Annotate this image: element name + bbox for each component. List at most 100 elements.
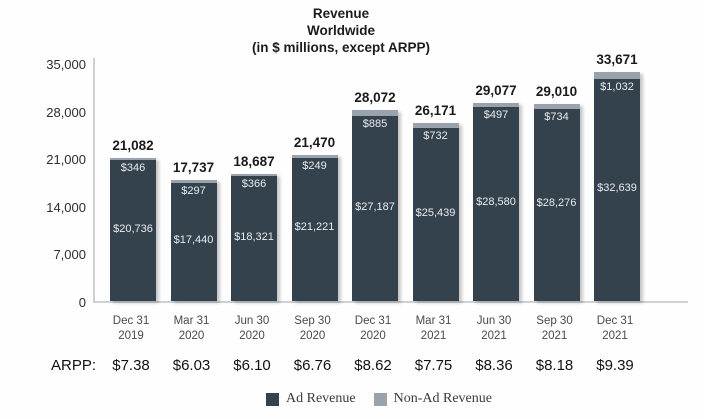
x-tick-label: Mar 31 2021 xyxy=(416,314,452,344)
total-value-label: 28,072 xyxy=(354,90,396,106)
x-tick-label: Jun 30 2020 xyxy=(235,314,270,344)
nonad-revenue-segment xyxy=(594,72,640,80)
x-tick-label: Sep 30 2020 xyxy=(294,314,330,344)
ad-revenue-segment xyxy=(231,176,277,301)
nonad-revenue-segment xyxy=(412,123,459,129)
nonad-value-label: $734 xyxy=(544,110,569,123)
x-tick-label: Mar 31 2020 xyxy=(174,314,210,344)
ad-revenue-segment xyxy=(533,108,580,301)
y-tick-label: 28,000 xyxy=(46,104,86,120)
x-tick-label-line: Sep 30 xyxy=(294,315,331,327)
revenue-bar: 28,072 $885 $27,187 xyxy=(352,90,398,301)
arpp-value: $8.62 xyxy=(354,357,392,374)
nonad-value-label: $346 xyxy=(120,162,146,175)
arpp-value: $9.39 xyxy=(596,357,634,374)
chart-title-line2: Worldwide xyxy=(306,23,375,38)
revenue-bar: 33,671 $1,032 $32,639 xyxy=(594,52,640,301)
nonad-value-label: $732 xyxy=(423,130,448,143)
total-value-label: 29,077 xyxy=(475,83,517,99)
ad-revenue-segment xyxy=(170,182,217,301)
y-tick-label: 7,000 xyxy=(53,247,86,263)
nonad-value-label: $497 xyxy=(483,108,509,121)
total-value-label: 29,010 xyxy=(535,83,578,99)
x-tick-label-line: Dec 31 xyxy=(112,315,150,327)
arpp-value: $6.03 xyxy=(172,357,211,374)
total-value-label: 26,171 xyxy=(414,103,457,119)
nonad-revenue-segment xyxy=(352,110,398,117)
nonad-revenue-segment xyxy=(170,180,217,183)
legend-item-ad-revenue: Ad Revenue xyxy=(266,391,356,407)
total-value-label: 21,470 xyxy=(293,135,336,151)
x-tick-label-line: Jun 30 xyxy=(476,315,512,327)
total-value-label: 18,687 xyxy=(233,153,275,169)
x-tick-label: Dec 31 2021 xyxy=(597,314,633,344)
legend-label-nonad: Non-Ad Revenue xyxy=(393,391,492,406)
plot-area: 21,082 $346 $20,736 17,737 $297 $17,440 18,687… xyxy=(93,52,688,303)
total-value-label: 17,737 xyxy=(172,160,215,176)
ad-revenue-segment xyxy=(110,160,156,301)
x-tick-label-line: 2020 xyxy=(239,330,265,342)
ad-value-label: $21,221 xyxy=(294,221,335,234)
ad-value-label: $28,580 xyxy=(476,195,516,208)
nonad-revenue-segment xyxy=(110,157,156,161)
nonad-value-label: $885 xyxy=(362,118,388,131)
ad-value-label: $32,639 xyxy=(597,182,637,195)
x-tick-label: Sep 30 2021 xyxy=(536,314,572,344)
chart-legend: Ad Revenue Non-Ad Revenue xyxy=(266,391,492,407)
x-tick-label: Dec 31 2020 xyxy=(355,314,391,344)
x-tick-label-line: 2020 xyxy=(299,330,326,342)
nonad-revenue-segment xyxy=(533,103,580,109)
revenue-bar: 26,171 $732 $25,439 xyxy=(412,103,459,301)
arpp-value: $8.18 xyxy=(535,357,574,374)
total-value-label: 21,082 xyxy=(112,137,154,153)
x-tick-label: Dec 31 2019 xyxy=(113,314,149,344)
y-tick-label: 35,000 xyxy=(46,57,86,72)
nonad-value-label: $366 xyxy=(241,178,267,191)
revenue-bar: 21,470 $249 $21,221 xyxy=(291,135,338,301)
x-tick-label-line: Dec 31 xyxy=(354,315,392,327)
arpp-values: $7.38 $6.03 $6.10 $6.76 $8.62 $7.75 $8.36 $8.18… xyxy=(93,357,688,377)
nonad-revenue-segment xyxy=(473,103,519,107)
arpp-row-label: ARPP: xyxy=(50,357,96,374)
revenue-bar: 29,077 $497 $28,580 xyxy=(473,83,519,301)
x-tick-label-line: 2021 xyxy=(541,330,568,342)
y-tick-label: 0 xyxy=(78,295,86,310)
revenue-bar: 21,082 $346 $20,736 xyxy=(110,138,156,301)
ad-value-label: $28,276 xyxy=(536,196,577,209)
ad-value-label: $27,187 xyxy=(355,200,395,213)
nonad-value-label: $249 xyxy=(302,159,327,172)
arpp-value: $8.36 xyxy=(475,357,513,374)
ad-value-label: $25,439 xyxy=(415,206,456,219)
legend-item-nonad-revenue: Non-Ad Revenue xyxy=(373,391,492,407)
nonad-value-label: $297 xyxy=(181,184,206,197)
nonad-revenue-segment xyxy=(291,155,338,158)
chart-title-line3: (in $ millions, except ARPP) xyxy=(251,40,431,55)
x-tick-label: Jun 30 2021 xyxy=(477,314,512,344)
x-tick-label-line: 2021 xyxy=(602,330,628,342)
arpp-value: $6.76 xyxy=(293,357,332,374)
revenue-bar: 17,737 $297 $17,440 xyxy=(170,160,217,301)
arpp-value: $7.75 xyxy=(414,357,453,374)
x-tick-label-line: Mar 31 xyxy=(173,315,210,327)
ad-revenue-segment xyxy=(473,106,519,301)
legend-swatch-nonad xyxy=(373,392,387,406)
x-tick-label-line: Dec 31 xyxy=(596,315,634,327)
legend-swatch-ad xyxy=(266,392,279,406)
x-tick-label-line: Jun 30 xyxy=(234,315,270,327)
arpp-value: $6.10 xyxy=(233,357,271,374)
ad-revenue-segment xyxy=(412,128,459,301)
revenue-bar: 18,687 $366 $18,321 xyxy=(231,154,277,301)
chart-title-line1: Revenue xyxy=(312,6,370,21)
x-tick-label-line: 2019 xyxy=(118,330,144,342)
arpp-value: $7.38 xyxy=(112,357,150,374)
chart-title: Revenue Worldwide (in $ millions, except… xyxy=(0,5,682,56)
y-axis-labels: 0 7,000 14,000 21,000 28,000 35,000 xyxy=(0,0,86,419)
x-tick-label-line: 2020 xyxy=(360,330,386,342)
ad-revenue-segment xyxy=(291,157,338,301)
nonad-value-label: $1,032 xyxy=(600,81,634,94)
x-tick-label-line: 2020 xyxy=(178,330,205,342)
x-tick-label-line: Mar 31 xyxy=(415,315,452,327)
legend-label-ad: Ad Revenue xyxy=(286,391,356,406)
ad-value-label: $18,321 xyxy=(234,230,274,243)
ad-revenue-segment xyxy=(352,116,398,301)
